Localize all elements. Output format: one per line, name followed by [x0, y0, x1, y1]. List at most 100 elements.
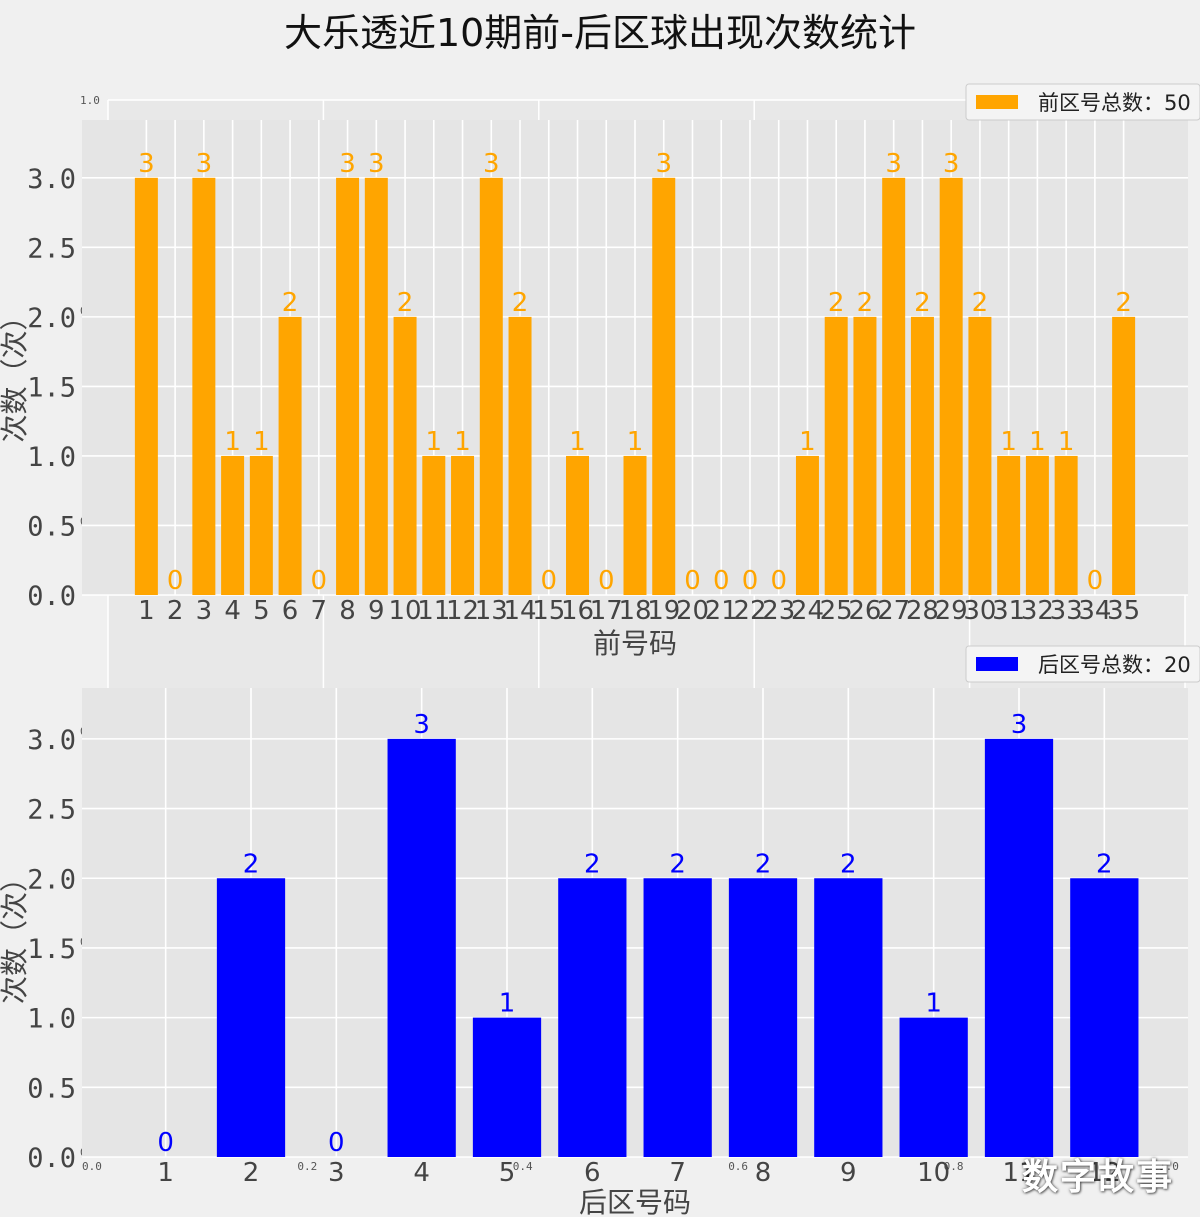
y-tick-label: 1.0 — [27, 442, 76, 473]
x-tick-label: 11 — [1002, 1158, 1035, 1188]
bar — [882, 177, 906, 595]
bar — [249, 455, 273, 595]
x-tick-label: 18 — [618, 596, 651, 626]
bar-value-label: 2 — [512, 288, 529, 318]
bar — [472, 1017, 542, 1157]
x-tick-label: 30 — [963, 596, 996, 626]
x-tick-label: 14 — [503, 596, 536, 626]
x-tick-label: 34 — [1078, 596, 1111, 626]
bar — [899, 1017, 968, 1157]
bar — [814, 878, 883, 1157]
y-tick-label: 2.0 — [27, 303, 76, 334]
y-tick-label: 3.0 — [27, 164, 76, 195]
background-x-tick-label: 0.4 — [513, 1160, 533, 1173]
bar — [387, 738, 456, 1157]
x-tick-label: 35 — [1107, 596, 1140, 626]
x-tick-label: 29 — [935, 596, 968, 626]
bar-value-label: 1 — [1029, 427, 1046, 457]
bar-value-label: 3 — [885, 149, 902, 179]
legend: 前区号总数：50 — [965, 83, 1200, 121]
bar-value-label: 1 — [1000, 427, 1017, 457]
bar — [216, 878, 286, 1157]
x-tick-label: 1 — [138, 596, 155, 626]
bar-value-label: 3 — [138, 149, 155, 179]
x-axis-label: 后区号码 — [579, 1186, 691, 1217]
bar — [479, 177, 503, 595]
bar-value-label: 1 — [799, 427, 816, 457]
x-tick-label: 31 — [992, 596, 1025, 626]
bar — [939, 177, 963, 595]
legend-label: 后区号总数：20 — [1038, 653, 1191, 677]
x-tick-label: 9 — [840, 1158, 857, 1188]
y-tick-label: 2.5 — [27, 795, 76, 826]
bar — [508, 316, 532, 595]
x-tick-label: 7 — [311, 596, 328, 626]
bar — [824, 316, 848, 595]
background-x-tick-label: 0.0 — [82, 1160, 102, 1173]
bar-value-label: 2 — [1115, 288, 1132, 318]
bar-value-label: 1 — [426, 427, 443, 457]
bar-value-label: 3 — [368, 149, 385, 179]
bar-value-label: 1 — [454, 427, 471, 457]
bar-value-label: 2 — [1096, 849, 1113, 879]
watermark: 数字故事 — [1022, 1157, 1175, 1198]
bar-value-label: 0 — [311, 566, 328, 596]
bar — [984, 738, 1054, 1157]
y-tick-label: 0.0 — [27, 581, 76, 612]
bar-value-label: 1 — [569, 427, 586, 457]
x-tick-label: 19 — [647, 596, 680, 626]
bar-value-label: 3 — [943, 149, 960, 179]
x-tick-label: 23 — [762, 596, 795, 626]
bar-value-label: 1 — [627, 427, 644, 457]
bar-value-label: 0 — [1087, 566, 1104, 596]
y-tick-label: 2.0 — [27, 864, 76, 895]
bar — [1070, 878, 1139, 1157]
x-tick-label: 33 — [1050, 596, 1083, 626]
y-tick-label: 3.0 — [27, 725, 76, 756]
x-tick-label: 10 — [389, 596, 422, 626]
bar-value-label: 1 — [224, 427, 241, 457]
bar — [1025, 455, 1049, 595]
bar-value-label: 1 — [1058, 427, 1075, 457]
bar-value-label: 3 — [196, 149, 213, 179]
x-tick-label: 10 — [917, 1158, 950, 1188]
bar — [364, 177, 388, 595]
x-tick-label: 17 — [590, 596, 623, 626]
x-tick-label: 9 — [368, 596, 385, 626]
x-tick-label: 3 — [328, 1158, 345, 1188]
bar — [795, 455, 819, 595]
bar-value-label: 3 — [413, 710, 430, 740]
bar — [643, 878, 712, 1157]
y-tick-label: 1.5 — [27, 372, 76, 403]
bar — [853, 316, 877, 595]
legend-label: 前区号总数：50 — [1038, 91, 1191, 115]
front-zone-chart: 0.00.51.01.52.02.53.0 3102331415260738392… — [0, 83, 1200, 660]
y-axis-label: 次数（次） — [0, 864, 31, 1004]
bar-value-label: 0 — [167, 566, 184, 596]
x-tick-label: 20 — [676, 596, 709, 626]
bar — [968, 316, 992, 595]
bar-value-label: 0 — [684, 566, 701, 596]
bar — [278, 316, 302, 595]
bar — [997, 455, 1021, 595]
bar — [566, 455, 590, 595]
bar-value-label: 0 — [713, 566, 730, 596]
bar-value-label: 0 — [770, 566, 787, 596]
bar — [558, 878, 627, 1157]
bar — [134, 177, 158, 595]
bar — [910, 316, 934, 595]
bar-value-label: 0 — [540, 566, 557, 596]
bar-value-label: 2 — [397, 288, 414, 318]
x-tick-label: 26 — [848, 596, 881, 626]
bar-value-label: 0 — [742, 566, 759, 596]
chart-title: 大乐透近10期前-后区球出现次数统计 — [283, 11, 917, 55]
bar-value-label: 0 — [328, 1128, 345, 1158]
bar-value-label: 2 — [243, 849, 260, 879]
x-tick-label: 4 — [413, 1158, 430, 1188]
bar-value-label: 2 — [914, 288, 931, 318]
bar-value-label: 1 — [499, 989, 516, 1019]
legend-swatch — [976, 95, 1018, 109]
bar-value-label: 3 — [339, 149, 356, 179]
x-tick-label: 5 — [253, 596, 270, 626]
